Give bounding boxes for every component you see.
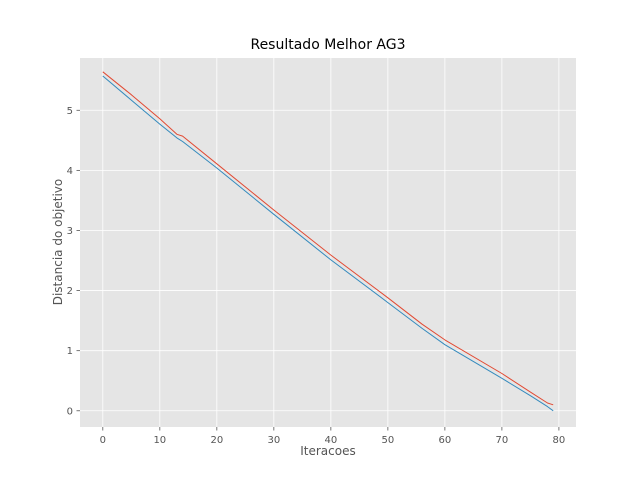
series-group — [102, 71, 554, 412]
ticks: 0 10 20 30 40 50 60 70 80 0 1 2 3 4 5 — [67, 106, 566, 446]
y-tick-label: 0 — [67, 406, 73, 417]
x-tick-label: 30 — [267, 435, 280, 446]
x-tick-label: 50 — [381, 435, 394, 446]
chart-title: Resultado Melhor AG3 — [250, 37, 405, 53]
y-axis-label: Distancia do objetivo — [51, 179, 65, 306]
x-tick-label: 80 — [553, 435, 566, 446]
y-tick-label: 3 — [67, 226, 73, 237]
plot-area — [80, 58, 576, 427]
x-tick-label: 10 — [153, 435, 166, 446]
series-line-1 — [102, 71, 554, 406]
x-tick-label: 20 — [210, 435, 223, 446]
series-line-2 — [102, 75, 554, 412]
x-tick-label: 70 — [496, 435, 509, 446]
x-tick-label: 0 — [100, 435, 106, 446]
y-tick-label: 2 — [67, 286, 73, 297]
x-axis-label: Iteracoes — [300, 444, 356, 458]
x-tick-label: 40 — [324, 435, 337, 446]
y-tick-label: 4 — [67, 166, 73, 177]
y-tick-label: 5 — [67, 106, 73, 117]
y-tick-label: 1 — [67, 346, 73, 357]
x-tick-label: 60 — [439, 435, 452, 446]
grid — [80, 58, 576, 427]
